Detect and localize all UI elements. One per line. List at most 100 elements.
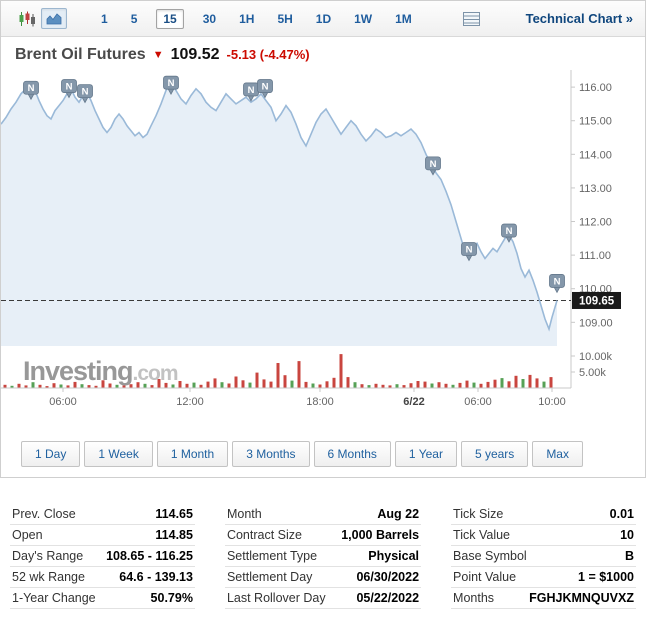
stat-row-month: Month Aug 22 bbox=[224, 504, 422, 525]
x-tick-label: 12:00 bbox=[176, 396, 204, 408]
stat-row-months: Months FGHJKMNQUVXZ bbox=[451, 588, 636, 609]
stat-value: 1,000 Barrels bbox=[341, 527, 420, 542]
range-5-years[interactable]: 5 years bbox=[460, 441, 529, 467]
stat-value: Aug 22 bbox=[377, 506, 420, 521]
news-marker-icon[interactable]: N bbox=[23, 80, 39, 101]
news-marker-icon[interactable]: N bbox=[243, 82, 259, 102]
stat-label: 52 wk Range bbox=[12, 569, 85, 584]
stat-label: Point Value bbox=[453, 569, 517, 584]
stat-row-point-value: Point Value 1 = $1000 bbox=[451, 567, 636, 588]
stat-label: Tick Size bbox=[453, 506, 504, 521]
svg-text:N: N bbox=[248, 85, 255, 96]
svg-text:N: N bbox=[466, 245, 473, 256]
candlestick-chart-button[interactable] bbox=[13, 7, 41, 31]
y-tick-label: 109.00 bbox=[579, 317, 613, 329]
news-marker-icon[interactable]: N bbox=[461, 242, 477, 262]
news-marker-icon[interactable]: N bbox=[163, 75, 179, 96]
y-tick-label: 112.00 bbox=[579, 217, 612, 229]
svg-text:N: N bbox=[554, 276, 561, 287]
stat-label: Tick Value bbox=[453, 527, 510, 542]
current-price-tag: 109.65 bbox=[572, 291, 621, 309]
stat-label: Settlement Day bbox=[226, 569, 313, 584]
stat-row-tick-value: Tick Value 10 bbox=[451, 525, 636, 546]
x-tick-label: 06:00 bbox=[464, 396, 492, 408]
news-marker-icon[interactable]: N bbox=[61, 79, 77, 99]
price-chart-svg[interactable]: 116.00115.00114.00113.00112.00111.00110.… bbox=[1, 66, 646, 411]
stats-column-1: Prev. Close 114.65 Open 114.85 Day's Ran… bbox=[10, 504, 195, 609]
range-1-week[interactable]: 1 Week bbox=[84, 441, 153, 467]
stat-row-prev-close: Prev. Close 114.65 bbox=[10, 504, 195, 525]
interval-1d[interactable]: 1D bbox=[312, 9, 335, 29]
volume-tick-label: 5.00k bbox=[579, 367, 606, 379]
price-down-arrow-icon: ▼ bbox=[152, 49, 164, 61]
stat-label: Month bbox=[226, 506, 262, 521]
stats-column-3: Tick Size 0.01 Tick Value 10 Base Symbol… bbox=[451, 504, 636, 609]
stat-label: Contract Size bbox=[226, 527, 302, 542]
stat-label: Open bbox=[12, 527, 43, 542]
svg-text:109.65: 109.65 bbox=[579, 295, 615, 307]
range-6-months[interactable]: 6 Months bbox=[313, 441, 391, 467]
chart-widget: 1 5 15 30 1H 5H 1D 1W 1M bbox=[0, 0, 646, 478]
x-tick-label: 18:00 bbox=[306, 396, 334, 408]
stats-column-2: Month Aug 22 Contract Size 1,000 Barrels… bbox=[224, 504, 422, 609]
news-marker-icon[interactable]: N bbox=[257, 79, 273, 99]
stat-row-base-symbol: Base Symbol B bbox=[451, 546, 636, 567]
stat-value: 0.01 bbox=[609, 506, 634, 521]
area-chart-button[interactable] bbox=[41, 8, 67, 29]
stat-value: Physical bbox=[368, 548, 420, 563]
interval-5m[interactable]: 5 bbox=[127, 9, 142, 29]
stat-label: Last Rollover Day bbox=[226, 590, 326, 605]
quote-header: Brent Oil Futures ▼ 109.52 -5.13 (-4.47%… bbox=[1, 37, 645, 66]
news-marker-icon[interactable]: N bbox=[77, 84, 93, 104]
y-tick-label: 116.00 bbox=[579, 82, 612, 94]
interval-30m[interactable]: 30 bbox=[199, 9, 220, 29]
svg-text:N: N bbox=[168, 78, 175, 89]
stat-row-days-range: Day's Range 108.65 - 116.25 bbox=[10, 546, 195, 567]
stat-value: 114.85 bbox=[155, 527, 193, 542]
news-marker-icon[interactable]: N bbox=[549, 274, 565, 294]
stat-value: 10 bbox=[620, 527, 634, 542]
volume-tick-label: 10.00k bbox=[579, 351, 613, 363]
x-tick-label: 06:00 bbox=[49, 396, 77, 408]
stat-value: B bbox=[624, 548, 634, 563]
stat-value: 108.65 - 116.25 bbox=[106, 548, 193, 563]
svg-text:N: N bbox=[82, 87, 89, 98]
interval-5h[interactable]: 5H bbox=[273, 9, 296, 29]
area-chart-icon bbox=[46, 12, 62, 25]
range-3-months[interactable]: 3 Months bbox=[232, 441, 310, 467]
data-grid-button[interactable] bbox=[458, 8, 485, 30]
news-marker-icon[interactable]: N bbox=[501, 223, 517, 243]
range-max[interactable]: Max bbox=[532, 441, 583, 467]
range-1-day[interactable]: 1 Day bbox=[21, 441, 81, 467]
y-tick-label: 113.00 bbox=[579, 183, 612, 195]
interval-1w[interactable]: 1W bbox=[350, 9, 376, 29]
last-price: 109.52 bbox=[170, 46, 220, 63]
volume-bars bbox=[3, 354, 553, 388]
price-chart-area[interactable]: 116.00 115.00 114.00 113.00 112.00 111.00 110.… bbox=[1, 66, 646, 411]
instrument-title: Brent Oil Futures bbox=[15, 46, 146, 63]
stat-value: 64.6 - 139.13 bbox=[119, 569, 193, 584]
stat-value: 114.65 bbox=[155, 506, 193, 521]
stat-value: 1 = $1000 bbox=[578, 569, 634, 584]
stat-label: Prev. Close bbox=[12, 506, 76, 521]
interval-1m[interactable]: 1 bbox=[97, 9, 112, 29]
range-1-year[interactable]: 1 Year bbox=[394, 441, 457, 467]
stat-row-last-rollover: Last Rollover Day 05/22/2022 bbox=[224, 588, 422, 609]
news-marker-icon[interactable]: N bbox=[425, 156, 441, 176]
y-tick-label: 114.00 bbox=[579, 149, 612, 161]
stat-label: Base Symbol bbox=[453, 548, 527, 563]
y-tick-label: 111.00 bbox=[579, 250, 611, 262]
stat-value: 05/22/2022 bbox=[356, 590, 420, 605]
stat-value: 06/30/2022 bbox=[356, 569, 420, 584]
technical-chart-link[interactable]: Technical Chart » bbox=[525, 11, 633, 26]
interval-1mo[interactable]: 1M bbox=[391, 9, 416, 29]
stat-label: Months bbox=[453, 590, 495, 605]
stat-label: Day's Range bbox=[12, 548, 84, 563]
interval-1h[interactable]: 1H bbox=[235, 9, 258, 29]
x-tick-label: 10:00 bbox=[538, 396, 566, 408]
stat-row-tick-size: Tick Size 0.01 bbox=[451, 504, 636, 525]
interval-15m[interactable]: 15 bbox=[156, 8, 184, 29]
x-tick-label: 6/22 bbox=[403, 396, 424, 408]
range-1-month[interactable]: 1 Month bbox=[156, 441, 229, 467]
